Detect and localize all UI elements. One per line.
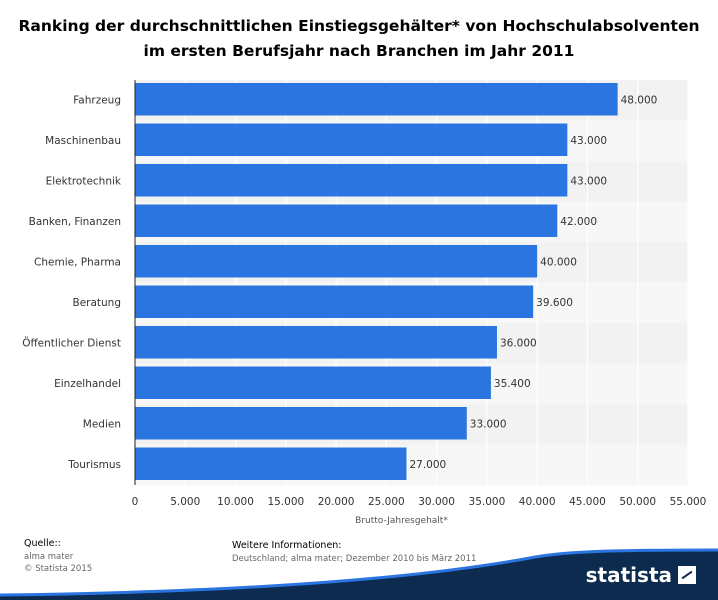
category-label: Beratung: [72, 297, 121, 309]
x-tick-label: 50.000: [619, 496, 656, 508]
category-label: Einzelhandel: [54, 378, 121, 390]
value-label: 27.000: [409, 459, 446, 471]
x-tick-label: 15.000: [267, 496, 304, 508]
category-label: Fahrzeug: [73, 94, 121, 106]
brand-band: [0, 548, 718, 600]
value-label: 48.000: [621, 94, 658, 106]
category-label: Chemie, Pharma: [34, 256, 121, 268]
category-label: Tourismus: [67, 459, 121, 471]
x-tick-label: 0: [132, 496, 139, 508]
x-tick-label: 40.000: [519, 496, 556, 508]
bars: [135, 83, 618, 480]
brand-name: statista: [585, 563, 672, 587]
category-label: Maschinenbau: [45, 135, 121, 147]
bar: [135, 366, 491, 399]
x-tick-label: 20.000: [318, 496, 355, 508]
value-label: 35.400: [494, 378, 531, 390]
bar: [135, 245, 538, 278]
info-text: Deutschland; alma mater; Dezember 2010 b…: [232, 554, 477, 564]
bar: [135, 285, 534, 318]
category-labels: Fahrzeug Maschinenbau Elektrotechnik Banken…: [22, 94, 122, 471]
x-axis-label: Brutto-Jahresgehalt*: [355, 516, 448, 526]
bar: [135, 447, 407, 480]
bar: [135, 204, 558, 237]
x-tick-label: 45.000: [569, 496, 606, 508]
value-label: 43.000: [570, 135, 607, 147]
value-label: 33.000: [470, 418, 507, 430]
value-label: 39.600: [536, 297, 573, 309]
x-tick-label: 55.000: [670, 496, 707, 508]
value-labels: 48.000 43.000 43.000 42.000 40.000 39.600 36.0…: [409, 94, 657, 471]
bar-chart: Fahrzeug Maschinenbau Elektrotechnik Banken…: [22, 80, 707, 526]
bar: [135, 407, 467, 440]
statista-logo[interactable]: statista: [586, 563, 696, 587]
bar: [135, 164, 568, 197]
chart-title: Ranking der durchschnittlichen Einstiegs…: [0, 14, 718, 64]
bar: [135, 326, 497, 359]
value-label: 42.000: [560, 216, 597, 228]
x-tick-label: 25.000: [368, 496, 405, 508]
category-label: Banken, Finanzen: [29, 216, 121, 228]
category-label: Elektrotechnik: [46, 175, 122, 187]
x-tick-label: 30.000: [418, 496, 455, 508]
source-label: Quelle::: [24, 538, 61, 549]
x-tick-label: 35.000: [469, 496, 506, 508]
chart-title-line-2: im ersten Berufsjahr nach Branchen im Ja…: [143, 42, 575, 60]
x-tick-label: 10.000: [217, 496, 254, 508]
category-label: Medien: [83, 418, 121, 430]
category-label: Öffentlicher Dienst: [22, 336, 121, 349]
info-label: Weitere Informationen:: [232, 540, 342, 551]
value-label: 36.000: [500, 337, 537, 349]
chart-title-line-1: Ranking der durchschnittlichen Einstiegs…: [18, 17, 700, 35]
value-label: 43.000: [570, 175, 607, 187]
statista-logo-icon: [678, 566, 696, 584]
source-line-1: alma mater: [24, 552, 74, 562]
value-label: 40.000: [540, 256, 577, 268]
source-line-2: © Statista 2015: [24, 564, 93, 574]
bar: [135, 83, 618, 116]
bar: [135, 123, 568, 156]
x-tick-label: 5.000: [170, 496, 200, 508]
x-tick-labels: 0 5.000 10.000 15.000 20.000 25.000 30.000 35.0…: [132, 496, 707, 508]
